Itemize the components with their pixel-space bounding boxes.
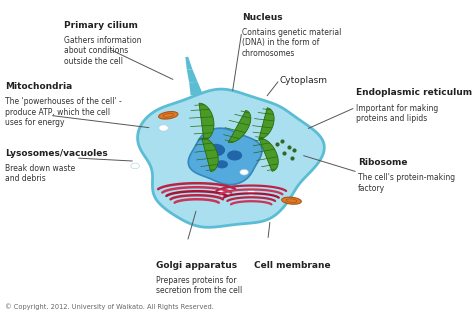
Text: Contains genetic material
(DNA) in the form of
chromosomes: Contains genetic material (DNA) in the f…: [242, 28, 341, 58]
Polygon shape: [188, 128, 262, 185]
Polygon shape: [199, 103, 214, 140]
Text: Nucleus: Nucleus: [242, 13, 283, 21]
Polygon shape: [189, 82, 203, 95]
Circle shape: [240, 169, 248, 175]
Polygon shape: [259, 108, 274, 139]
Text: Mitochondria: Mitochondria: [5, 82, 72, 91]
Text: Cytoplasm: Cytoplasm: [280, 76, 328, 85]
Circle shape: [216, 187, 225, 192]
Polygon shape: [259, 138, 278, 171]
Polygon shape: [202, 138, 218, 172]
Polygon shape: [228, 110, 251, 143]
Polygon shape: [185, 57, 192, 70]
Ellipse shape: [282, 197, 301, 204]
Text: © Copyright. 2012. University of Waikato. All Rights Reserved.: © Copyright. 2012. University of Waikato…: [5, 304, 214, 310]
Circle shape: [227, 150, 242, 161]
Ellipse shape: [159, 112, 178, 119]
Circle shape: [216, 160, 228, 168]
Text: Lysosomes/vacuoles: Lysosomes/vacuoles: [5, 149, 108, 157]
Circle shape: [247, 190, 255, 196]
Text: Important for making
proteins and lipids: Important for making proteins and lipids: [356, 104, 438, 123]
Text: Golgi apparatus: Golgi apparatus: [156, 261, 237, 270]
Polygon shape: [137, 89, 324, 227]
Polygon shape: [187, 69, 198, 83]
Text: Ribosome: Ribosome: [358, 158, 407, 167]
Circle shape: [206, 144, 225, 156]
Circle shape: [131, 163, 139, 169]
Text: Break down waste
and debris: Break down waste and debris: [5, 164, 75, 183]
Text: Primary cilium: Primary cilium: [64, 21, 138, 29]
Text: Gathers information
about conditions
outside the cell: Gathers information about conditions out…: [64, 36, 142, 65]
Text: The 'powerhouses of the cell' -
produce ATP, which the cell
uses for energy: The 'powerhouses of the cell' - produce …: [5, 97, 121, 127]
Text: Cell membrane: Cell membrane: [254, 261, 330, 270]
Circle shape: [159, 125, 168, 131]
Text: The cell's protein-making
factory: The cell's protein-making factory: [358, 173, 455, 192]
Text: Endoplasmic reticulum: Endoplasmic reticulum: [356, 88, 472, 97]
Text: Prepares proteins for
secretion from the cell: Prepares proteins for secretion from the…: [156, 276, 243, 295]
